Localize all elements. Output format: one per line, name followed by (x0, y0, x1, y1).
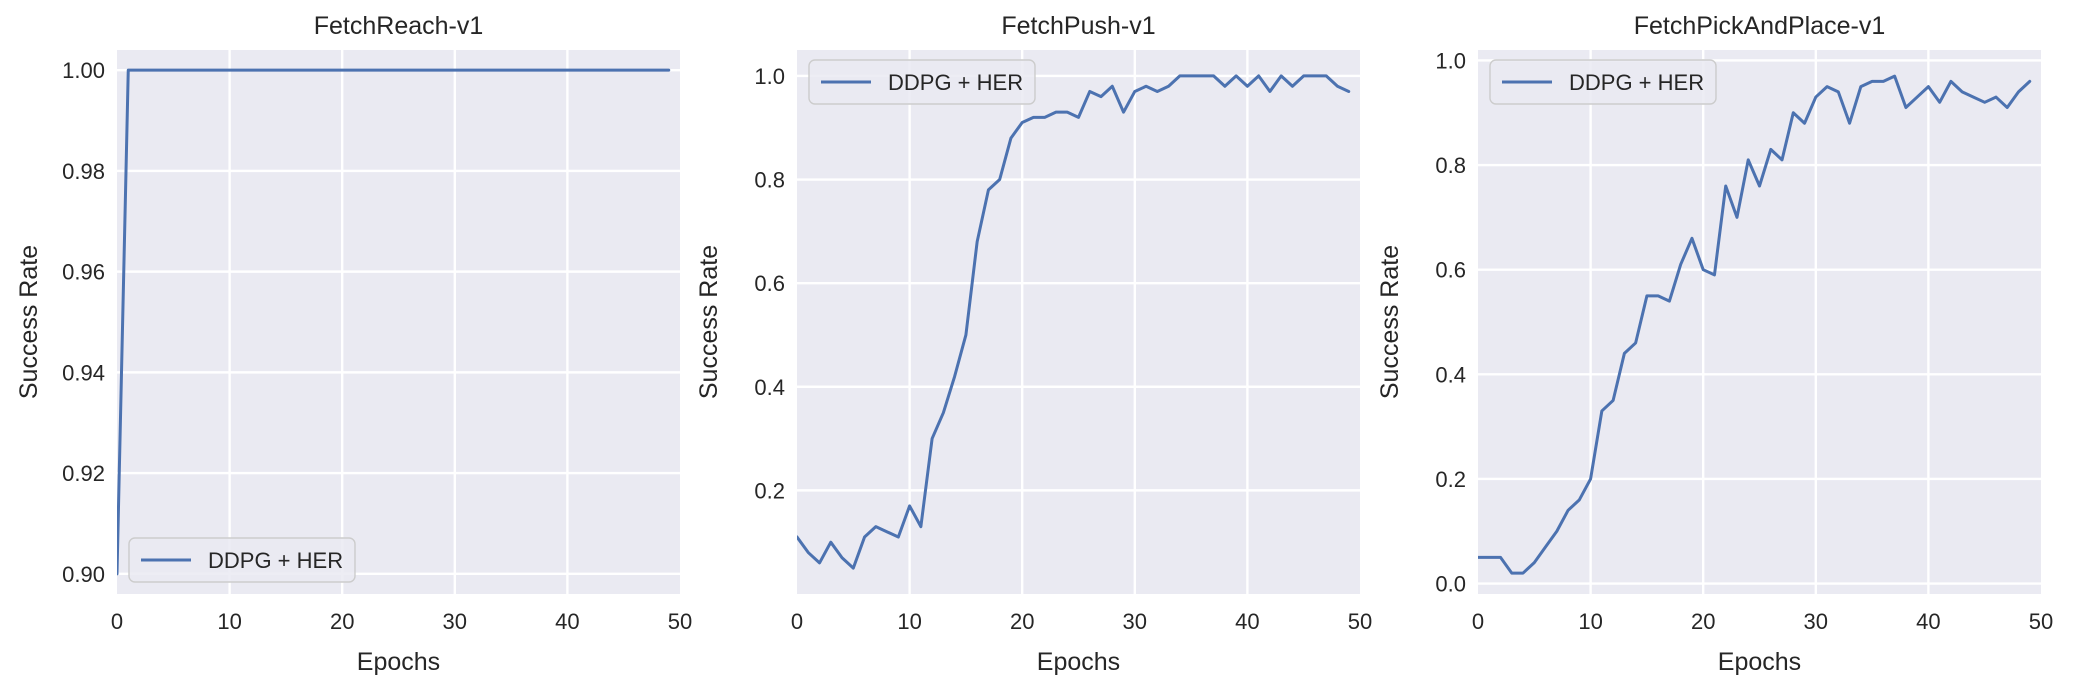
legend (128, 537, 356, 583)
series-line (1478, 74, 2032, 575)
subplot-title: FetchReach-v1 (314, 12, 484, 40)
y-tick-label: 0.8 (1435, 153, 1466, 178)
subplot-fetchpush: FetchPush-v1 Epochs Success Rate DDPG + … (695, 12, 1372, 676)
plot-area (797, 50, 1360, 594)
y-tick-label: 0.4 (754, 375, 785, 400)
subplot-fetchreach: FetchReach-v1 Epochs Success Rate DDPG +… (15, 12, 692, 676)
subplot-title: FetchPickAndPlace-v1 (1634, 12, 1886, 40)
x-axis-label: Epochs (1037, 648, 1120, 676)
x-tick-label: 10 (1578, 609, 1602, 634)
y-tick-label: 1.00 (62, 58, 105, 83)
y-tick-label: 0.2 (754, 478, 785, 503)
x-tick-label: 30 (443, 609, 467, 634)
x-tick-label: 50 (1348, 609, 1372, 634)
x-tick-label: 30 (1123, 609, 1147, 634)
y-tick-label: 1.0 (1435, 48, 1466, 73)
y-tick-label: 0.8 (754, 168, 785, 193)
x-tick-label: 0 (111, 609, 123, 634)
y-tick-label: 0.6 (754, 271, 785, 296)
x-tick-label: 20 (330, 609, 354, 634)
y-tick-label: 0.4 (1435, 362, 1466, 387)
y-axis-label: Success Rate (1376, 245, 1404, 399)
plot-area (117, 50, 680, 594)
subplot-title: FetchPush-v1 (1001, 12, 1155, 40)
legend (808, 59, 1036, 105)
series-line (797, 74, 1351, 570)
x-tick-label: 50 (2029, 609, 2053, 634)
y-tick-label: 0.0 (1435, 572, 1466, 597)
legend-label: DDPG + HER (208, 548, 343, 573)
plot-area (1478, 50, 2041, 594)
legend-label: DDPG + HER (888, 70, 1023, 95)
y-tick-label: 0.98 (62, 159, 105, 184)
x-tick-label: 40 (1235, 609, 1259, 634)
y-tick-label: 0.96 (62, 260, 105, 285)
y-tick-label: 0.2 (1435, 467, 1466, 492)
x-tick-label: 10 (217, 609, 241, 634)
plot-background (797, 50, 1360, 594)
x-tick-label: 0 (791, 609, 803, 634)
x-axis-label: Epochs (1718, 648, 1801, 676)
x-tick-label: 20 (1010, 609, 1034, 634)
x-tick-label: 50 (668, 609, 692, 634)
series-line (117, 68, 671, 576)
plot-background (117, 50, 680, 594)
y-tick-label: 0.90 (62, 562, 105, 587)
y-axis-label: Success Rate (695, 245, 723, 399)
legend (1489, 59, 1717, 105)
y-axis-label: Success Rate (15, 245, 43, 399)
subplot-fetchpickandplace: FetchPickAndPlace-v1 Epochs Success Rate… (1376, 12, 2053, 676)
y-tick-label: 0.94 (62, 360, 105, 385)
legend-label: DDPG + HER (1569, 70, 1704, 95)
y-tick-label: 1.0 (754, 64, 785, 89)
y-tick-label: 0.92 (62, 461, 105, 486)
x-tick-label: 20 (1691, 609, 1715, 634)
x-tick-label: 10 (897, 609, 921, 634)
x-tick-label: 30 (1804, 609, 1828, 634)
x-tick-label: 0 (1472, 609, 1484, 634)
plot-background (1478, 50, 2041, 594)
x-tick-label: 40 (1916, 609, 1940, 634)
x-axis-label: Epochs (357, 648, 440, 676)
legend-box (808, 59, 1036, 105)
legend-box (1489, 59, 1717, 105)
y-tick-label: 0.6 (1435, 258, 1466, 283)
legend-box (128, 537, 356, 583)
x-tick-label: 40 (555, 609, 579, 634)
